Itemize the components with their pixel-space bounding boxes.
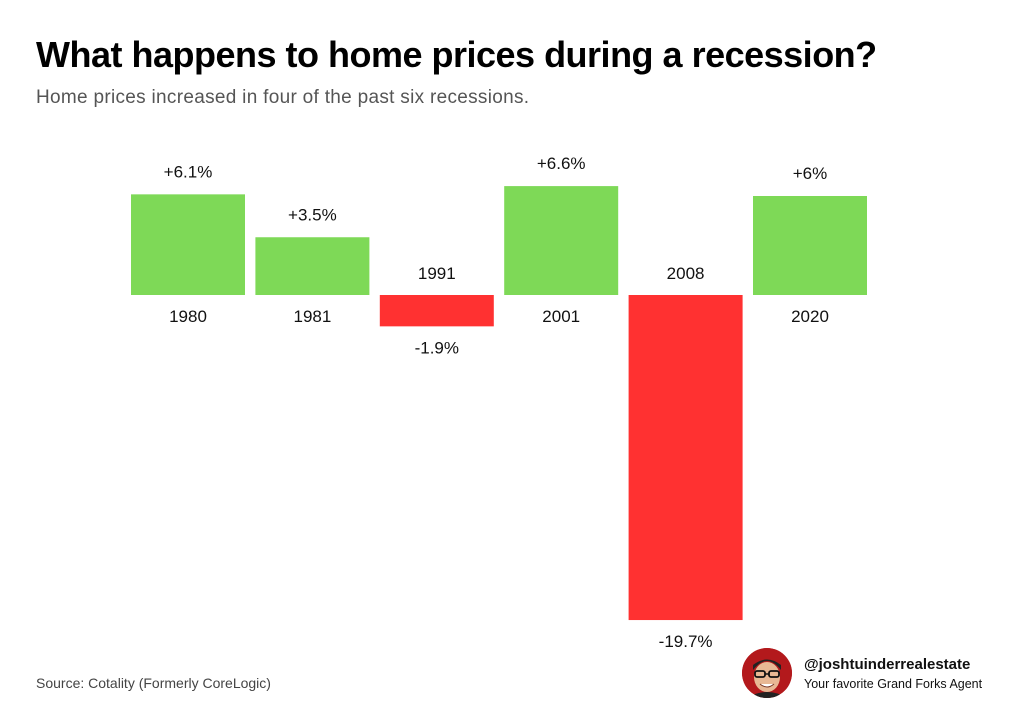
avatar-portrait-icon — [742, 648, 792, 698]
bar-2020 — [753, 196, 867, 295]
page-title: What happens to home prices during a rec… — [36, 34, 877, 75]
category-label: 1980 — [169, 307, 207, 326]
value-label: +6.6% — [537, 154, 586, 173]
author-badge[interactable]: @joshtuinderrealestate Your favorite Gra… — [742, 648, 1002, 700]
bar-2008 — [628, 295, 743, 621]
page-subtitle: Home prices increased in four of the pas… — [36, 87, 530, 108]
category-label: 2020 — [791, 307, 829, 326]
value-label: -19.7% — [659, 632, 713, 651]
category-label: 1981 — [293, 307, 331, 326]
value-label: -1.9% — [415, 338, 459, 357]
category-label: 1991 — [418, 264, 456, 283]
category-label: 2008 — [667, 264, 705, 283]
avatar[interactable] — [742, 648, 792, 698]
bar-2001 — [504, 186, 619, 295]
value-label: +6% — [793, 164, 828, 183]
author-handle[interactable]: @joshtuinderrealestate — [804, 656, 971, 673]
bar-1991 — [379, 295, 494, 327]
category-label: 2001 — [542, 307, 580, 326]
bar-chart: 1980 +6.1% 1981 +3.5% 1991 -1.9% 2001 +6.6% 2008… — [131, 154, 867, 651]
source-note: Source: Cotality (Formerly CoreLogic) — [36, 675, 271, 691]
author-tagline: Your favorite Grand Forks Agent — [804, 677, 983, 691]
bar-1980 — [131, 194, 245, 295]
value-label: +6.1% — [164, 162, 213, 181]
value-label: +3.5% — [288, 205, 337, 224]
bar-1981 — [255, 237, 370, 295]
